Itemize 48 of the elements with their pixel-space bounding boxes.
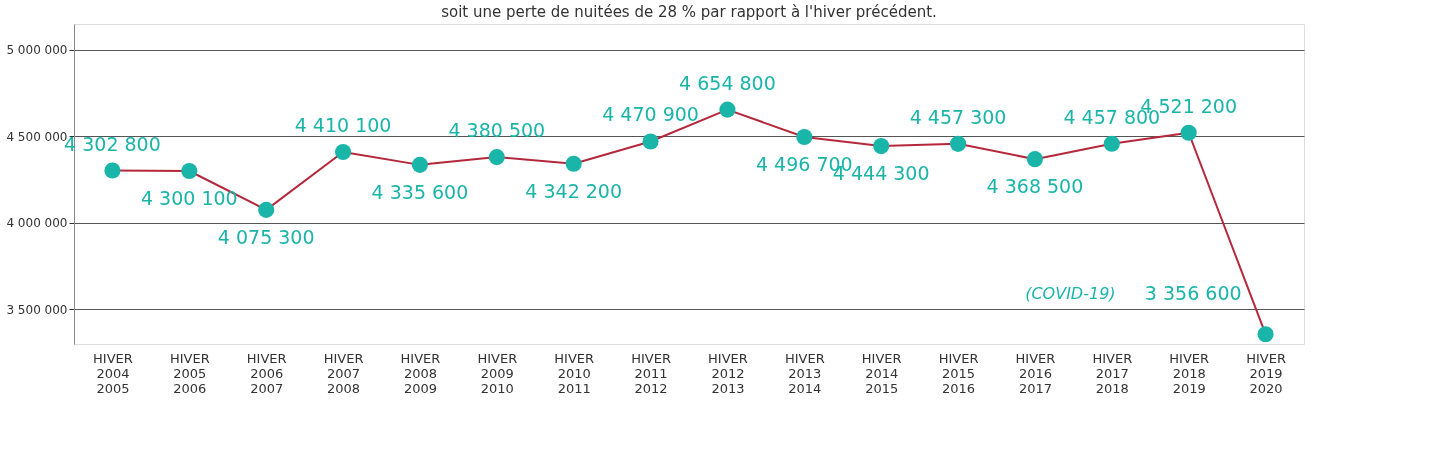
y-tick-label: 5 000 000 <box>6 43 68 58</box>
chart-title: soit une perte de nuitées de 28 % par rapport à l'hiver précédent. <box>441 3 937 21</box>
y-tick-label: 3 500 000 <box>6 302 68 317</box>
y-tick-label: 4 000 000 <box>6 216 68 231</box>
point <box>1257 326 1274 343</box>
x-tick-label: HIVER 2007 2008 <box>323 350 364 396</box>
data-label: 4 335 600 <box>371 180 469 203</box>
x-tick-label: HIVER 2005 2006 <box>169 350 210 396</box>
point <box>1180 124 1197 141</box>
x-tick-label: HIVER 2019 2020 <box>1246 350 1286 396</box>
data-label: 4 457 300 <box>909 105 1007 128</box>
x-tick-label: HIVER 2004 2005 <box>93 350 133 396</box>
data-label: 4 368 500 <box>986 175 1084 198</box>
data-label: 3 356 600 <box>1144 282 1242 305</box>
x-tick-label: HIVER 2017 2018 <box>1092 350 1133 396</box>
data-label: 4 342 200 <box>525 179 623 202</box>
x-tick-label: HIVER 2009 2010 <box>477 350 518 396</box>
x-tick-label: HIVER 2008 2009 <box>400 350 441 396</box>
point <box>719 101 736 118</box>
point <box>104 162 121 179</box>
data-label: 4 300 100 <box>140 187 238 210</box>
data-label: 4 410 100 <box>294 113 392 136</box>
point <box>181 162 198 180</box>
point <box>950 135 967 152</box>
data-label: 4 654 800 <box>679 71 776 94</box>
x-tick-label: HIVER 2018 2019 <box>1169 350 1210 396</box>
point <box>335 143 352 161</box>
point <box>258 201 275 218</box>
point <box>796 128 813 146</box>
point <box>873 138 890 155</box>
x-tick-label: HIVER 2006 2007 <box>246 350 287 396</box>
point <box>565 155 582 172</box>
point <box>1026 151 1043 168</box>
data-label: 4 380 500 <box>448 119 546 142</box>
x-tick-label: HIVER 2016 2017 <box>1015 350 1056 396</box>
data-label: 4 075 300 <box>217 225 315 248</box>
x-tick-label: HIVER 2014 2015 <box>861 350 902 396</box>
x-tick-label: HIVER 2012 2013 <box>708 350 748 396</box>
point <box>1103 135 1120 152</box>
point <box>488 149 505 166</box>
point <box>642 133 659 150</box>
x-tick-label: HIVER 2013 2014 <box>784 350 825 396</box>
annotation: (COVID-19) <box>1025 284 1116 304</box>
point <box>411 156 428 173</box>
x-tick-label: HIVER 2011 2012 <box>631 350 671 396</box>
data-label: 4 470 900 <box>602 103 699 126</box>
x-tick-label: HIVER 2010 2011 <box>554 350 595 396</box>
x-tick-label: HIVER 2015 2016 <box>938 350 979 396</box>
